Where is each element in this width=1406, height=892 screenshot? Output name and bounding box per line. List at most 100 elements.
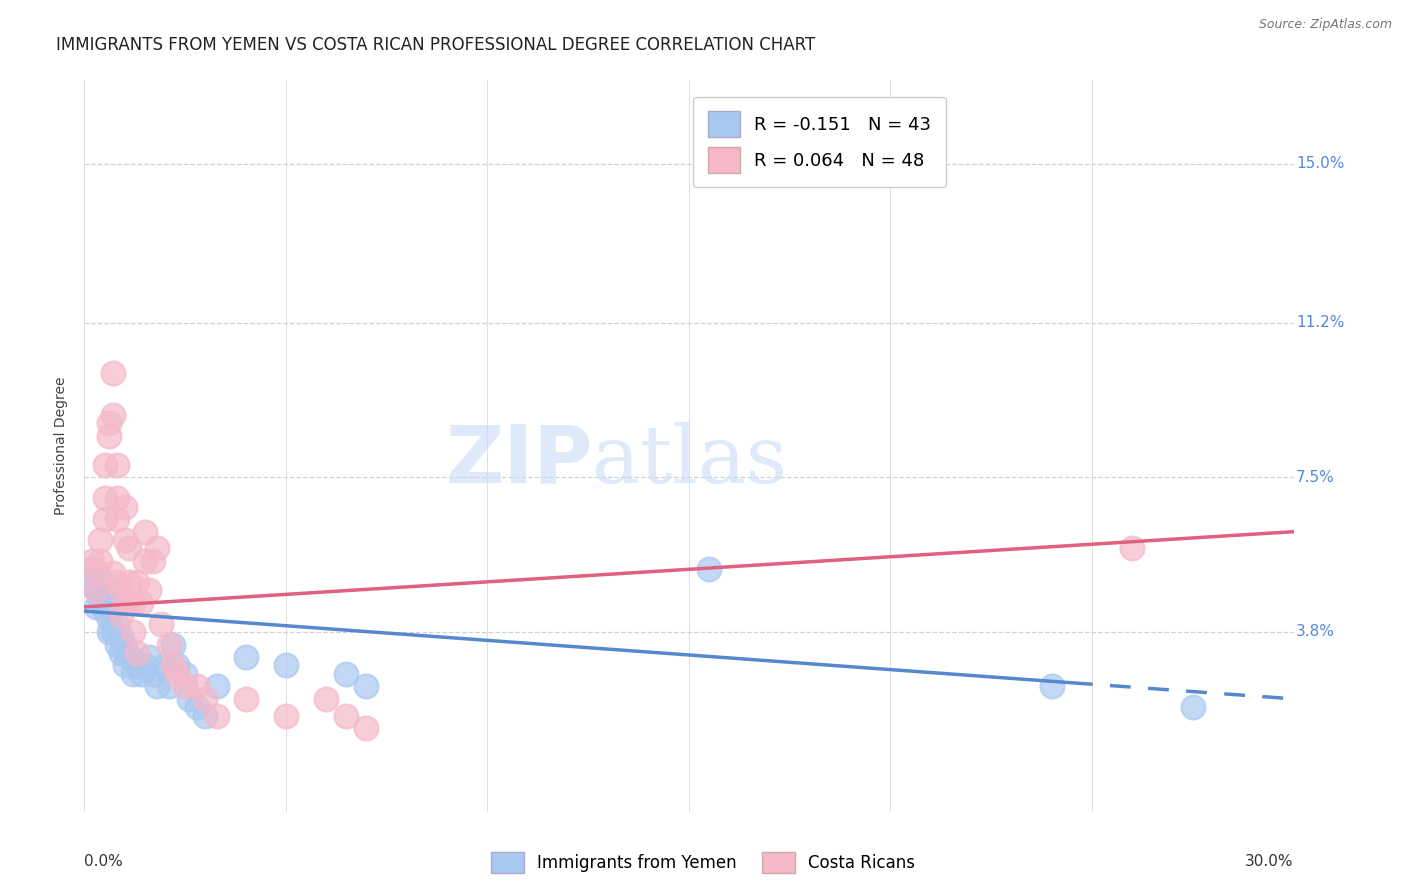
Point <box>118 650 141 665</box>
Point <box>97 625 120 640</box>
Point <box>110 608 132 623</box>
Point <box>89 554 111 568</box>
Point <box>97 428 120 442</box>
Point <box>129 666 152 681</box>
Point <box>118 541 141 556</box>
Point <box>101 366 124 380</box>
Text: 3.8%: 3.8% <box>1296 624 1334 640</box>
Text: 7.5%: 7.5% <box>1296 470 1334 485</box>
Point <box>194 708 217 723</box>
Point <box>105 638 128 652</box>
Point <box>114 658 136 673</box>
Legend: R = -0.151   N = 43, R = 0.064   N = 48: R = -0.151 N = 43, R = 0.064 N = 48 <box>693 96 946 187</box>
Point <box>235 691 257 706</box>
Point <box>146 679 169 693</box>
Point <box>166 666 188 681</box>
Point <box>101 408 124 422</box>
Point <box>138 650 160 665</box>
Point <box>114 638 136 652</box>
Point <box>93 604 115 618</box>
Text: 15.0%: 15.0% <box>1296 156 1344 171</box>
Point <box>207 679 229 693</box>
Point <box>105 616 128 631</box>
Point <box>174 666 197 681</box>
Point <box>82 562 104 576</box>
Point <box>697 562 720 576</box>
Text: Source: ZipAtlas.com: Source: ZipAtlas.com <box>1258 18 1392 31</box>
Point <box>1040 679 1063 693</box>
Text: 11.2%: 11.2% <box>1296 315 1344 330</box>
Point <box>101 625 124 640</box>
Point <box>97 416 120 430</box>
Point <box>82 554 104 568</box>
Point <box>121 596 143 610</box>
Point <box>146 541 169 556</box>
Point <box>186 700 208 714</box>
Point <box>114 500 136 514</box>
Point <box>77 574 100 589</box>
Point <box>110 583 132 598</box>
Point <box>125 658 148 673</box>
Legend: Immigrants from Yemen, Costa Ricans: Immigrants from Yemen, Costa Ricans <box>484 846 922 880</box>
Point <box>134 658 156 673</box>
Point <box>194 691 217 706</box>
Text: atlas: atlas <box>592 422 787 500</box>
Point <box>110 629 132 643</box>
Point <box>134 554 156 568</box>
Point <box>93 512 115 526</box>
Point <box>114 533 136 547</box>
Text: 0.0%: 0.0% <box>84 854 124 869</box>
Point <box>142 666 165 681</box>
Point <box>179 691 201 706</box>
Point <box>97 596 120 610</box>
Point <box>1121 541 1143 556</box>
Text: IMMIGRANTS FROM YEMEN VS COSTA RICAN PROFESSIONAL DEGREE CORRELATION CHART: IMMIGRANTS FROM YEMEN VS COSTA RICAN PRO… <box>56 36 815 54</box>
Point <box>105 491 128 506</box>
Point <box>157 679 180 693</box>
Point <box>101 566 124 581</box>
Point <box>89 591 111 606</box>
Point <box>86 583 108 598</box>
Point <box>149 616 172 631</box>
Point <box>315 691 337 706</box>
Point <box>174 679 197 693</box>
Point <box>1181 700 1204 714</box>
Point <box>93 583 115 598</box>
Text: ZIP: ZIP <box>444 422 592 500</box>
Point <box>97 612 120 626</box>
Point <box>125 574 148 589</box>
Point <box>89 533 111 547</box>
Point <box>86 583 108 598</box>
Point <box>153 658 176 673</box>
Point <box>335 666 357 681</box>
Point <box>356 679 378 693</box>
Point <box>93 491 115 506</box>
Point <box>86 566 108 581</box>
Point <box>86 599 108 614</box>
Point <box>105 512 128 526</box>
Point <box>93 458 115 472</box>
Point <box>101 604 124 618</box>
Point <box>207 708 229 723</box>
Point <box>129 596 152 610</box>
Point <box>134 524 156 539</box>
Point <box>335 708 357 723</box>
Point <box>142 554 165 568</box>
Point <box>121 625 143 640</box>
Point <box>356 721 378 735</box>
Point <box>110 646 132 660</box>
Point <box>157 638 180 652</box>
Point <box>105 458 128 472</box>
Point <box>121 666 143 681</box>
Point <box>118 574 141 589</box>
Point <box>162 658 184 673</box>
Point <box>274 658 297 673</box>
Text: 30.0%: 30.0% <box>1246 854 1294 869</box>
Point <box>114 596 136 610</box>
Point <box>125 646 148 660</box>
Point <box>138 583 160 598</box>
Point <box>235 650 257 665</box>
Point <box>162 638 184 652</box>
Point <box>166 658 188 673</box>
Point <box>274 708 297 723</box>
